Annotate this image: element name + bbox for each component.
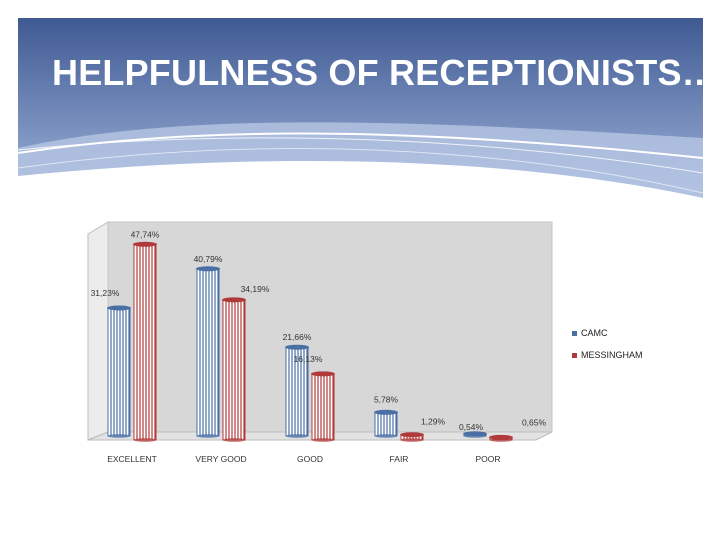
data-label-camc-very-good: 40,79% [194, 254, 223, 264]
legend-label-messingham: MESSINGHAM [581, 350, 643, 360]
bar-messingham-fair [400, 432, 424, 442]
data-label-camc-good: 21,66% [283, 332, 312, 342]
legend-swatch-camc [572, 330, 577, 336]
bar-camc-very-good [196, 266, 220, 438]
plot-side-wall [87, 221, 109, 441]
data-label-camc-fair: 5,78% [374, 394, 399, 404]
data-label-camc-poor: 0,54% [459, 422, 484, 432]
x-tick-good: GOOD [297, 454, 323, 464]
slide-title: HELPFULNESS OF RECEPTIONISTS… [52, 52, 718, 93]
bar-chart: 31,23% 47,74% EXCELLENT 40,79% 34,19% VERY GO… [80, 210, 560, 475]
bar-messingham-poor [489, 434, 513, 442]
bar-camc-good [285, 344, 309, 438]
bar-messingham-very-good [222, 297, 246, 442]
x-tick-poor: POOR [475, 454, 500, 464]
title-banner [18, 18, 703, 198]
data-label-camc-excellent: 31,23% [91, 288, 120, 298]
bar-messingham-excellent [133, 241, 157, 442]
legend-item-messingham: MESSINGHAM [572, 350, 643, 360]
bar-camc-poor [463, 431, 487, 438]
data-label-messingham-very-good: 34,19% [241, 284, 270, 294]
legend-item-camc: CAMC [572, 328, 608, 338]
x-tick-fair: FAIR [390, 454, 409, 464]
data-label-messingham-poor: 0,65% [522, 417, 547, 427]
bar-messingham-good [311, 371, 335, 442]
data-label-messingham-good: 16,13% [294, 354, 323, 364]
x-tick-excellent: EXCELLENT [107, 454, 157, 464]
legend-swatch-messingham [572, 352, 577, 358]
data-label-messingham-fair: 1,29% [421, 417, 446, 427]
data-label-messingham-excellent: 47,74% [131, 229, 160, 239]
chart-canvas: 31,23% 47,74% EXCELLENT 40,79% 34,19% VERY GO… [87, 221, 553, 464]
bar-camc-excellent [107, 305, 131, 438]
x-tick-very-good: VERY GOOD [195, 454, 246, 464]
legend-label-camc: CAMC [581, 328, 608, 338]
bar-camc-fair [374, 409, 398, 438]
